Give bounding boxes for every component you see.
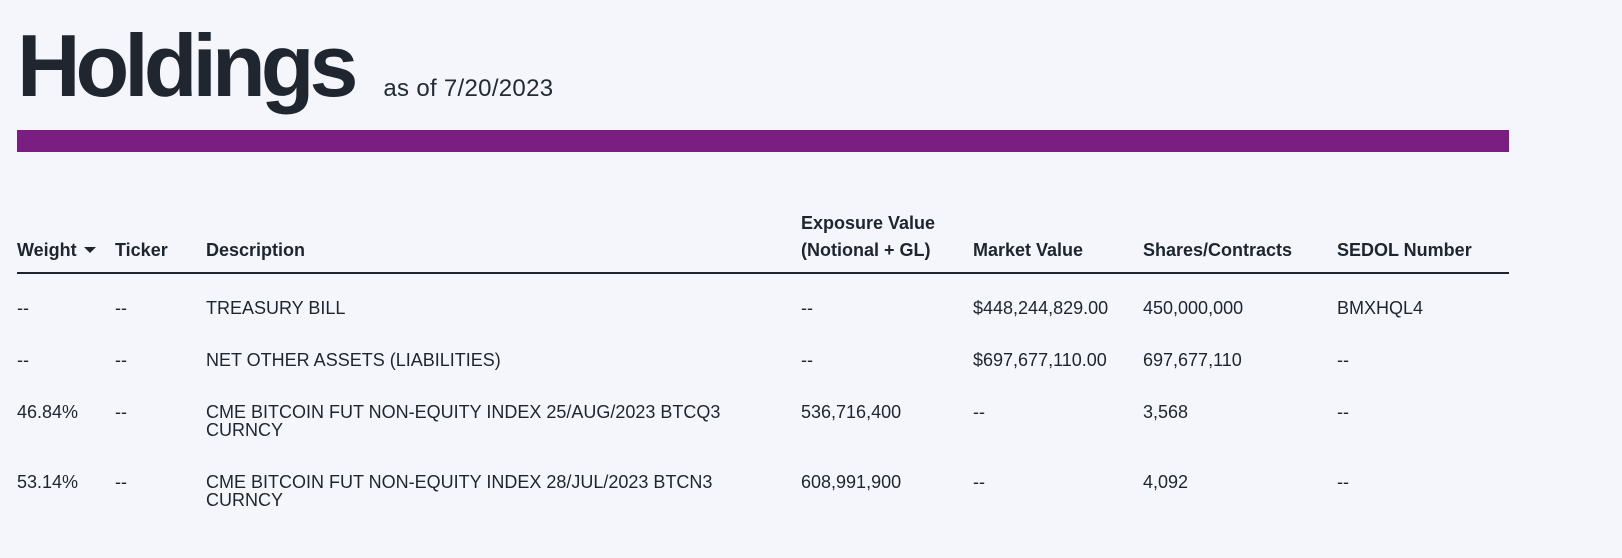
cell-ticker: -- bbox=[115, 472, 127, 492]
column-header-label: Ticker bbox=[115, 240, 168, 260]
cell-market-value: $448,244,829.00 bbox=[973, 298, 1109, 318]
cell-description-line2: CURNCY bbox=[206, 420, 284, 440]
cell-shares: 697,677,110 bbox=[1143, 350, 1242, 370]
cell-exposure: 608,991,900 bbox=[801, 472, 902, 492]
cell-shares: 3,568 bbox=[1143, 402, 1189, 422]
column-header-label-line2: (Notional + GL) bbox=[801, 240, 931, 260]
holdings-table: Weight Ticker Description Exposure Value… bbox=[17, 210, 1509, 518]
column-header-exposure[interactable]: Exposure Value (Notional + GL) bbox=[801, 210, 973, 274]
cell-ticker: -- bbox=[115, 298, 127, 318]
cell-market-value: $697,677,110.00 bbox=[973, 350, 1107, 370]
column-header-description[interactable]: Description bbox=[206, 210, 801, 274]
cell-description: CME BITCOIN FUT NON-EQUITY INDEX 28/JUL/… bbox=[206, 448, 801, 518]
page-header: Holdings as of 7/20/2023 bbox=[17, 22, 553, 110]
column-header-label: Shares/Contracts bbox=[1143, 240, 1293, 260]
column-header-label: Description bbox=[206, 240, 306, 260]
caret-down-icon[interactable] bbox=[83, 247, 96, 254]
cell-sedol: -- bbox=[1337, 472, 1349, 492]
cell-weight: -- bbox=[17, 350, 29, 370]
cell-description: NET OTHER ASSETS (LIABILITIES) bbox=[206, 350, 501, 370]
cell-description: TREASURY BILL bbox=[206, 298, 346, 318]
column-header-label: SEDOL Number bbox=[1337, 240, 1472, 260]
cell-ticker: -- bbox=[115, 350, 127, 370]
cell-weight: 53.14% bbox=[17, 472, 79, 492]
column-header-label-line1: Exposure Value bbox=[801, 213, 936, 233]
column-header-ticker[interactable]: Ticker bbox=[115, 210, 206, 274]
cell-sedol: -- bbox=[1337, 350, 1349, 370]
cell-weight: -- bbox=[17, 298, 29, 318]
cell-ticker: -- bbox=[115, 402, 127, 422]
column-header-weight[interactable]: Weight bbox=[17, 210, 115, 274]
column-header-label: Weight bbox=[17, 240, 77, 260]
accent-divider bbox=[17, 130, 1509, 152]
table-row: -- -- NET OTHER ASSETS (LIABILITIES) -- … bbox=[17, 326, 1509, 378]
cell-sedol: BMXHQL4 bbox=[1337, 298, 1424, 318]
table-row: 53.14% -- CME BITCOIN FUT NON-EQUITY IND… bbox=[17, 448, 1509, 518]
table-row: -- -- TREASURY BILL -- $448,244,829.00 4… bbox=[17, 273, 1509, 326]
column-header-shares[interactable]: Shares/Contracts bbox=[1143, 210, 1337, 274]
column-header-sedol[interactable]: SEDOL Number bbox=[1337, 210, 1509, 274]
cell-description-line2: CURNCY bbox=[206, 490, 284, 510]
cell-market-value: -- bbox=[973, 402, 985, 422]
column-header-market-value[interactable]: Market Value bbox=[973, 210, 1143, 274]
cell-market-value: -- bbox=[973, 472, 985, 492]
table-row: 46.84% -- CME BITCOIN FUT NON-EQUITY IND… bbox=[17, 378, 1509, 448]
table-header-row: Weight Ticker Description Exposure Value… bbox=[17, 210, 1509, 274]
page-title: Holdings bbox=[17, 16, 358, 115]
cell-exposure: 536,716,400 bbox=[801, 402, 902, 422]
cell-description: CME BITCOIN FUT NON-EQUITY INDEX 25/AUG/… bbox=[206, 378, 801, 448]
column-header-label: Market Value bbox=[973, 240, 1084, 260]
cell-exposure: -- bbox=[801, 298, 813, 318]
cell-exposure: -- bbox=[801, 350, 813, 370]
cell-description-line1: CME BITCOIN FUT NON-EQUITY INDEX 25/AUG/… bbox=[206, 402, 721, 422]
as-of-date: as of 7/20/2023 bbox=[383, 75, 554, 102]
cell-description-line1: CME BITCOIN FUT NON-EQUITY INDEX 28/JUL/… bbox=[206, 472, 713, 492]
cell-sedol: -- bbox=[1337, 402, 1349, 422]
cell-shares: 450,000,000 bbox=[1143, 298, 1244, 318]
cell-weight: 46.84% bbox=[17, 402, 79, 422]
cell-shares: 4,092 bbox=[1143, 472, 1189, 492]
